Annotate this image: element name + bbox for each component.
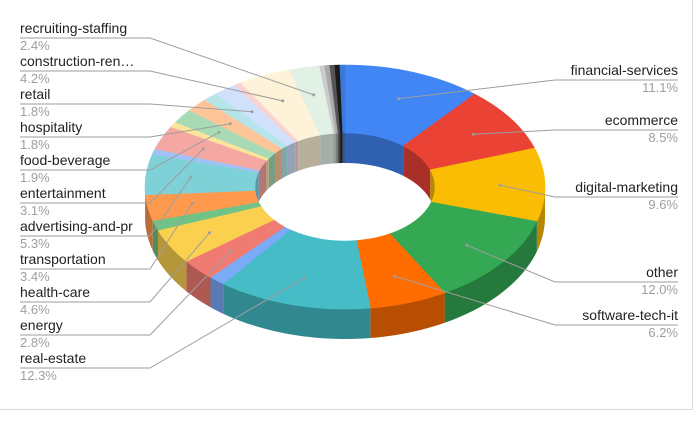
slice-value-label: 2.8% [20, 335, 50, 350]
leader-dot [251, 110, 254, 113]
slice-inner-side-12 [258, 170, 259, 202]
slice-value-label: 1.8% [20, 137, 50, 152]
slice-inner-side-20 [298, 135, 320, 171]
slice-value-label: 3.1% [20, 203, 50, 218]
slice-label: entertainment [20, 185, 106, 201]
leader-dot [202, 148, 205, 151]
slice-label: financial-services [571, 62, 678, 78]
leader-dot [229, 122, 232, 125]
slice-label: digital-marketing [575, 179, 678, 195]
leader-dot [303, 276, 306, 279]
slice-label: health-care [20, 284, 90, 300]
leader-dot [393, 275, 396, 278]
slice-value-label: 4.6% [20, 302, 50, 317]
leader-dot [217, 131, 220, 134]
slice-label: food-beverage [20, 152, 111, 168]
slice-label: retail [20, 86, 50, 102]
slice-value-label: 4.2% [20, 71, 50, 86]
slice-label: other [646, 264, 678, 280]
slice-value-label: 1.9% [20, 170, 50, 185]
slice-label: real-estate [20, 350, 86, 366]
slice-value-label: 12.3% [20, 368, 57, 383]
slice-inner-side-25 [340, 133, 342, 163]
frame-border [692, 0, 693, 410]
leader-dot [397, 97, 400, 100]
slice-inner-side-17 [282, 146, 287, 179]
leader-dot [281, 99, 284, 102]
leader-dot [230, 249, 233, 252]
slice-value-label: 3.4% [20, 269, 50, 284]
slice-inner-side-23 [336, 133, 338, 163]
slice-inner-side-15 [269, 153, 275, 188]
slice-value-label: 5.3% [20, 236, 50, 251]
slice-inner-side-21 [320, 133, 333, 165]
leader-dot [191, 202, 194, 205]
slice-label: energy [20, 317, 63, 333]
donut-top-layer [145, 65, 545, 309]
slice-inner-side-22 [334, 133, 336, 163]
leader-dot [312, 93, 315, 96]
slice-label: transportation [20, 251, 106, 267]
slice-inner-side-16 [275, 148, 282, 183]
slice-label: construction-ren… [20, 53, 134, 69]
leader-dot [208, 231, 211, 234]
slice-value-label: 8.5% [648, 130, 678, 145]
slice-label: recruiting-staffing [20, 20, 127, 36]
slice-label: ecommerce [605, 112, 678, 128]
slice-value-label: 2.4% [20, 38, 50, 53]
frame-border [0, 409, 693, 410]
slice-inner-side-14 [267, 158, 269, 190]
slice-value-label: 9.6% [648, 197, 678, 212]
slice-label: advertising-and-pr [20, 218, 133, 234]
leader-dot [465, 244, 468, 247]
slice-value-label: 11.1% [642, 80, 678, 95]
leader-dot [189, 176, 192, 179]
slice-value-label: 6.2% [648, 325, 678, 340]
slice-inner-side-18 [287, 142, 295, 176]
slice-inner-side-19 [295, 141, 298, 172]
slice-inner-side-26 [343, 133, 345, 163]
slice-value-label: 12.0% [641, 282, 678, 297]
slice-label: hospitality [20, 119, 82, 135]
slice-inner-side-24 [338, 133, 340, 163]
slice-value-label: 1.8% [20, 104, 50, 119]
slice-label: software-tech-it [582, 307, 678, 323]
leader-dot [499, 184, 502, 187]
leader-dot [472, 133, 475, 136]
